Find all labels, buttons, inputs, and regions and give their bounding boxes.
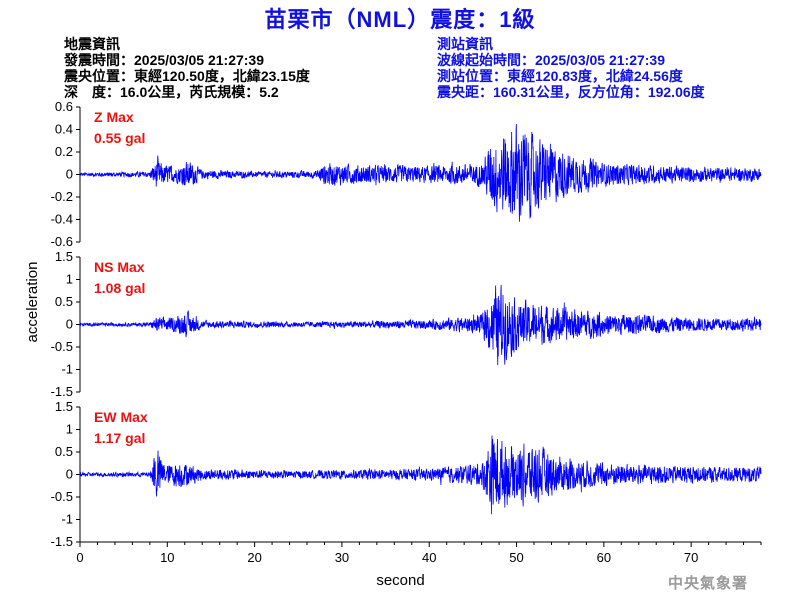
max-value-z: 0.55 gal xyxy=(94,130,145,146)
epicenter-location: 震央位置：東經120.50度，北緯23.15度 xyxy=(64,68,310,84)
max-label-ns: NS Max xyxy=(94,259,145,275)
y-tick-label: -1.5 xyxy=(51,534,73,549)
x-axis-label: second xyxy=(376,572,424,589)
y-tick-label: -0.5 xyxy=(51,489,73,504)
y-tick-label: 0.4 xyxy=(55,122,73,137)
x-tick-label: 40 xyxy=(422,550,436,565)
y-axis-label: acceleration xyxy=(24,262,41,343)
max-value-ns: 1.08 gal xyxy=(94,280,145,296)
y-tick-label: 0 xyxy=(66,467,73,482)
y-tick-label: 1.5 xyxy=(55,249,73,264)
y-tick-label: -0.6 xyxy=(51,234,73,249)
y-tick-label: 0 xyxy=(66,167,73,182)
x-tick-label: 70 xyxy=(684,550,698,565)
event-info: 地震資訊 發震時間：2025/03/05 21:27:39 震央位置：東經120… xyxy=(64,36,310,100)
y-tick-label: -1 xyxy=(61,362,73,377)
credit-label: 中央氣象署 xyxy=(667,574,748,592)
y-tick-label: 1.5 xyxy=(55,399,73,414)
x-tick-label: 20 xyxy=(247,550,261,565)
origin-time: 發震時間：2025/03/05 21:27:39 xyxy=(64,52,264,68)
record-start-time: 波線起始時間：2025/03/05 21:27:39 xyxy=(437,52,665,68)
waveform-ew xyxy=(79,435,762,515)
event-info-heading: 地震資訊 xyxy=(64,36,120,52)
page-title: 苗栗市（NML）震度：1級 xyxy=(264,7,536,32)
station-info-heading: 測站資訊 xyxy=(437,36,493,52)
x-tick-label: 0 xyxy=(76,550,83,565)
y-tick-label: -0.2 xyxy=(51,189,73,204)
x-tick-label: 50 xyxy=(509,550,523,565)
waveform-ns xyxy=(79,284,762,366)
x-tick-label: 10 xyxy=(160,550,174,565)
y-tick-label: 0.5 xyxy=(55,294,73,309)
y-tick-label: 1 xyxy=(66,422,73,437)
y-tick-label: -1 xyxy=(61,512,73,527)
y-tick-label: -0.4 xyxy=(51,212,73,227)
y-tick-label: 0.6 xyxy=(55,99,73,114)
max-label-z: Z Max xyxy=(94,109,134,125)
y-tick-label: 1 xyxy=(66,272,73,287)
depth-magnitude: 深 度：16.0公里，芮氏規模：5.2 xyxy=(64,84,279,100)
epicentral-distance: 震央距：160.31公里，反方位角：192.06度 xyxy=(437,84,705,100)
x-tick-label: 60 xyxy=(597,550,611,565)
max-value-ew: 1.17 gal xyxy=(94,430,145,446)
waveform-z xyxy=(79,124,762,222)
y-tick-label: 0.2 xyxy=(55,144,73,159)
station-info: 測站資訊 波線起始時間：2025/03/05 21:27:39 測站位置：東經1… xyxy=(437,36,705,100)
max-label-ew: EW Max xyxy=(94,409,148,425)
y-tick-label: 0.5 xyxy=(55,444,73,459)
station-location: 測站位置：東經120.83度，北緯24.56度 xyxy=(437,68,683,84)
y-tick-label: -0.5 xyxy=(51,339,73,354)
y-tick-label: -1.5 xyxy=(51,384,73,399)
y-tick-label: 0 xyxy=(66,317,73,332)
x-tick-label: 30 xyxy=(335,550,349,565)
